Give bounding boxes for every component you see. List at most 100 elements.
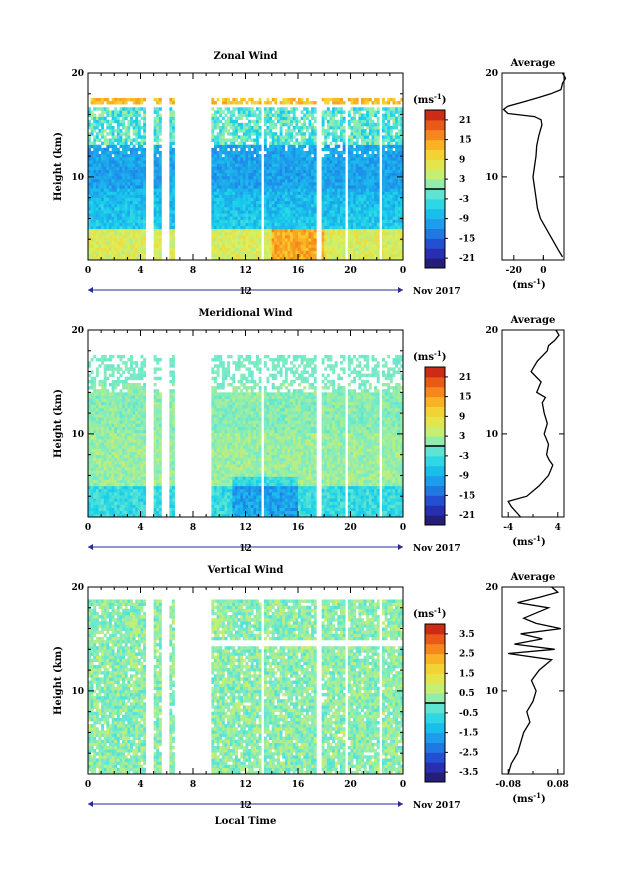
heatmap-cell	[101, 423, 105, 427]
heatmap-cell	[219, 160, 223, 164]
heatmap-cell	[143, 200, 147, 205]
heatmap-cell	[130, 256, 133, 261]
heatmap-cell	[384, 169, 388, 174]
heatmap-cell	[130, 154, 133, 158]
heatmap-cell	[172, 253, 175, 258]
heatmap-cell	[211, 163, 215, 167]
heatmap-cell	[119, 207, 123, 211]
heatmap-cell	[332, 225, 336, 230]
heatmap-cell	[98, 200, 102, 205]
heatmap-cell	[229, 185, 233, 189]
heatmap-cell	[321, 178, 325, 183]
heatmap-cell	[119, 219, 123, 223]
heatmap-cell	[88, 110, 91, 114]
heatmap-cell	[392, 125, 396, 130]
heatmap-cell	[266, 191, 270, 195]
heatmap-cell	[290, 203, 294, 208]
heatmap-cell	[250, 200, 254, 205]
heatmap-cell	[256, 222, 259, 227]
heatmap-cell	[292, 185, 296, 189]
heatmap-cell	[353, 219, 357, 223]
heatmap-cell	[308, 256, 312, 261]
heatmap-cell	[326, 197, 330, 202]
heatmap-cell	[90, 411, 94, 415]
heatmap-cell	[326, 210, 330, 214]
heatmap-cell	[303, 238, 307, 242]
heatmap-cell	[103, 448, 107, 452]
heatmap-cell	[124, 101, 128, 105]
heatmap-cell	[295, 172, 299, 177]
heatmap-cell	[350, 216, 354, 220]
heatmap-cell	[90, 435, 94, 440]
heatmap-cell	[172, 231, 175, 236]
heatmap-cell	[303, 210, 307, 214]
heatmap-cell	[303, 219, 307, 223]
heatmap-cell	[253, 250, 257, 255]
heatmap-cell	[124, 172, 128, 177]
heatmap-cell	[258, 203, 262, 208]
heatmap-cell	[382, 135, 385, 139]
heatmap-cell	[101, 247, 105, 251]
heatmap-cell	[119, 141, 123, 145]
heatmap-cell	[361, 241, 364, 245]
heatmap-cell	[284, 129, 288, 133]
heatmap-cell	[103, 451, 107, 455]
heatmap-cell	[237, 113, 241, 117]
heatmap-cell	[332, 178, 336, 183]
heatmap-cell	[395, 210, 399, 214]
heatmap-cell	[122, 219, 126, 223]
heatmap-cell	[392, 144, 396, 149]
heatmap-cell	[103, 442, 107, 446]
heatmap-cell	[116, 253, 120, 258]
heatmap-cell	[347, 225, 351, 230]
heatmap-cell	[295, 213, 299, 217]
heatmap-cell	[122, 222, 126, 227]
heatmap-cell	[395, 172, 399, 177]
heatmap-cell	[374, 141, 378, 145]
heatmap-cell	[329, 247, 333, 251]
heatmap-cell	[277, 235, 280, 239]
heatmap-cell	[242, 132, 246, 136]
heatmap-cell	[274, 154, 278, 158]
heatmap-cell	[137, 247, 141, 251]
heatmap-cell	[90, 457, 94, 462]
heatmap-cell	[368, 194, 372, 198]
heatmap-cell	[114, 116, 118, 121]
heatmap-cell	[253, 138, 257, 142]
heatmap-cell	[295, 244, 299, 248]
heatmap-cell	[284, 135, 288, 139]
heatmap-cell	[122, 182, 126, 186]
heatmap-cell	[382, 175, 385, 180]
heatmap-cell	[237, 107, 241, 111]
heatmap-cell	[371, 256, 375, 261]
heatmap-cell	[324, 194, 328, 198]
heatmap-cell	[342, 238, 346, 242]
heatmap-cell	[93, 382, 97, 387]
heatmap-cell	[214, 235, 217, 239]
heatmap-cell	[124, 222, 128, 227]
heatmap-cell	[342, 175, 346, 180]
heatmap-cell	[282, 207, 286, 211]
heatmap-cell	[119, 138, 123, 142]
heatmap-cell	[326, 256, 330, 261]
heatmap-cell	[103, 250, 107, 255]
colorbar-band	[425, 189, 445, 200]
heatmap-cell	[292, 200, 296, 205]
heatmap-cell	[284, 207, 288, 211]
heatmap-cell	[382, 178, 385, 183]
heatmap-cell	[237, 116, 241, 121]
heatmap-cell	[103, 203, 107, 208]
heatmap-cell	[211, 107, 215, 111]
heatmap-cell	[284, 166, 288, 170]
heatmap-cell	[392, 207, 396, 211]
heatmap-cell	[119, 238, 123, 242]
heatmap-cell	[329, 191, 333, 195]
heatmap-cell	[95, 404, 99, 409]
heatmap-cell	[242, 113, 246, 117]
heatmap-cell	[116, 231, 120, 236]
heatmap-cell	[245, 132, 249, 136]
heatmap-cell	[90, 476, 94, 480]
heatmap-cell	[329, 132, 333, 136]
heatmap-cell	[284, 172, 288, 177]
heatmap-cell	[329, 250, 333, 255]
